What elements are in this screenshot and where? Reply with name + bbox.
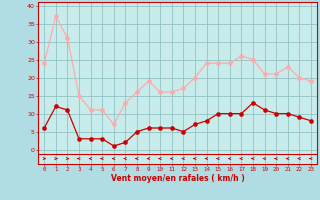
X-axis label: Vent moyen/en rafales ( km/h ): Vent moyen/en rafales ( km/h ): [111, 174, 244, 183]
